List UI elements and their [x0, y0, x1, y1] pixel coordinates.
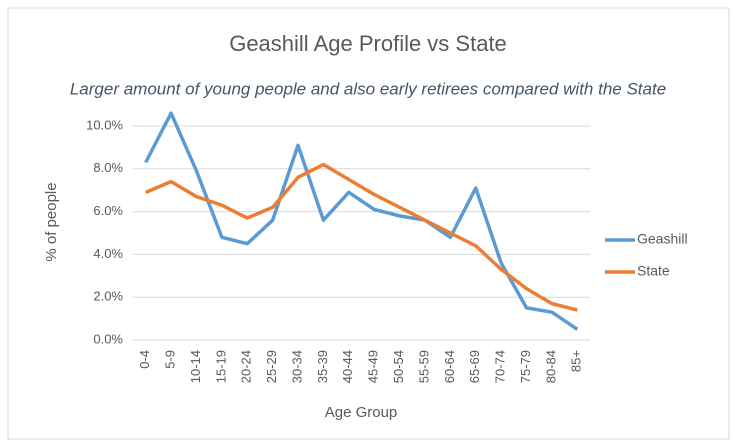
y-tick-label: 2.0%: [93, 289, 123, 304]
x-tick-label: 35-39: [315, 350, 330, 383]
x-tick-label: 10-14: [188, 350, 203, 383]
chart-subtitle: Larger amount of young people and also e…: [70, 79, 666, 98]
x-axis-label: Age Group: [325, 404, 398, 421]
x-tick-label: 30-34: [289, 350, 304, 383]
chart-frame: [7, 7, 730, 440]
x-tick-label: 20-24: [239, 350, 254, 383]
x-tick-label: 40-44: [340, 350, 355, 383]
y-tick-label: 8.0%: [93, 160, 123, 175]
x-tick-label: 60-64: [442, 350, 457, 383]
x-tick-label: 55-59: [416, 350, 431, 383]
y-tick-label: 6.0%: [93, 203, 123, 218]
y-tick-label: 0.0%: [93, 331, 123, 346]
chart-title: Geashill Age Profile vs State: [229, 31, 507, 56]
x-tick-label: 75-79: [518, 350, 533, 383]
x-tick-label: 0-4: [137, 350, 152, 369]
series-line: [145, 162, 578, 312]
legend-label: Geashill: [637, 231, 688, 247]
x-tick-label: 25-29: [264, 350, 279, 383]
x-tick-label: 85+: [569, 350, 584, 372]
y-tick-label: 10.0%: [86, 117, 123, 132]
x-tick-label: 50-54: [391, 350, 406, 383]
x-tick-label: 70-74: [493, 350, 508, 383]
y-tick-label: 4.0%: [93, 246, 123, 261]
x-tick-label: 15-19: [213, 350, 228, 383]
legend-label: State: [637, 263, 670, 279]
x-tick-label: 45-49: [366, 350, 381, 383]
x-tick-label: 5-9: [163, 350, 178, 369]
x-tick-label: 80-84: [543, 350, 558, 383]
y-axis-label: % of people: [43, 182, 60, 261]
x-tick-label: 65-69: [467, 350, 482, 383]
